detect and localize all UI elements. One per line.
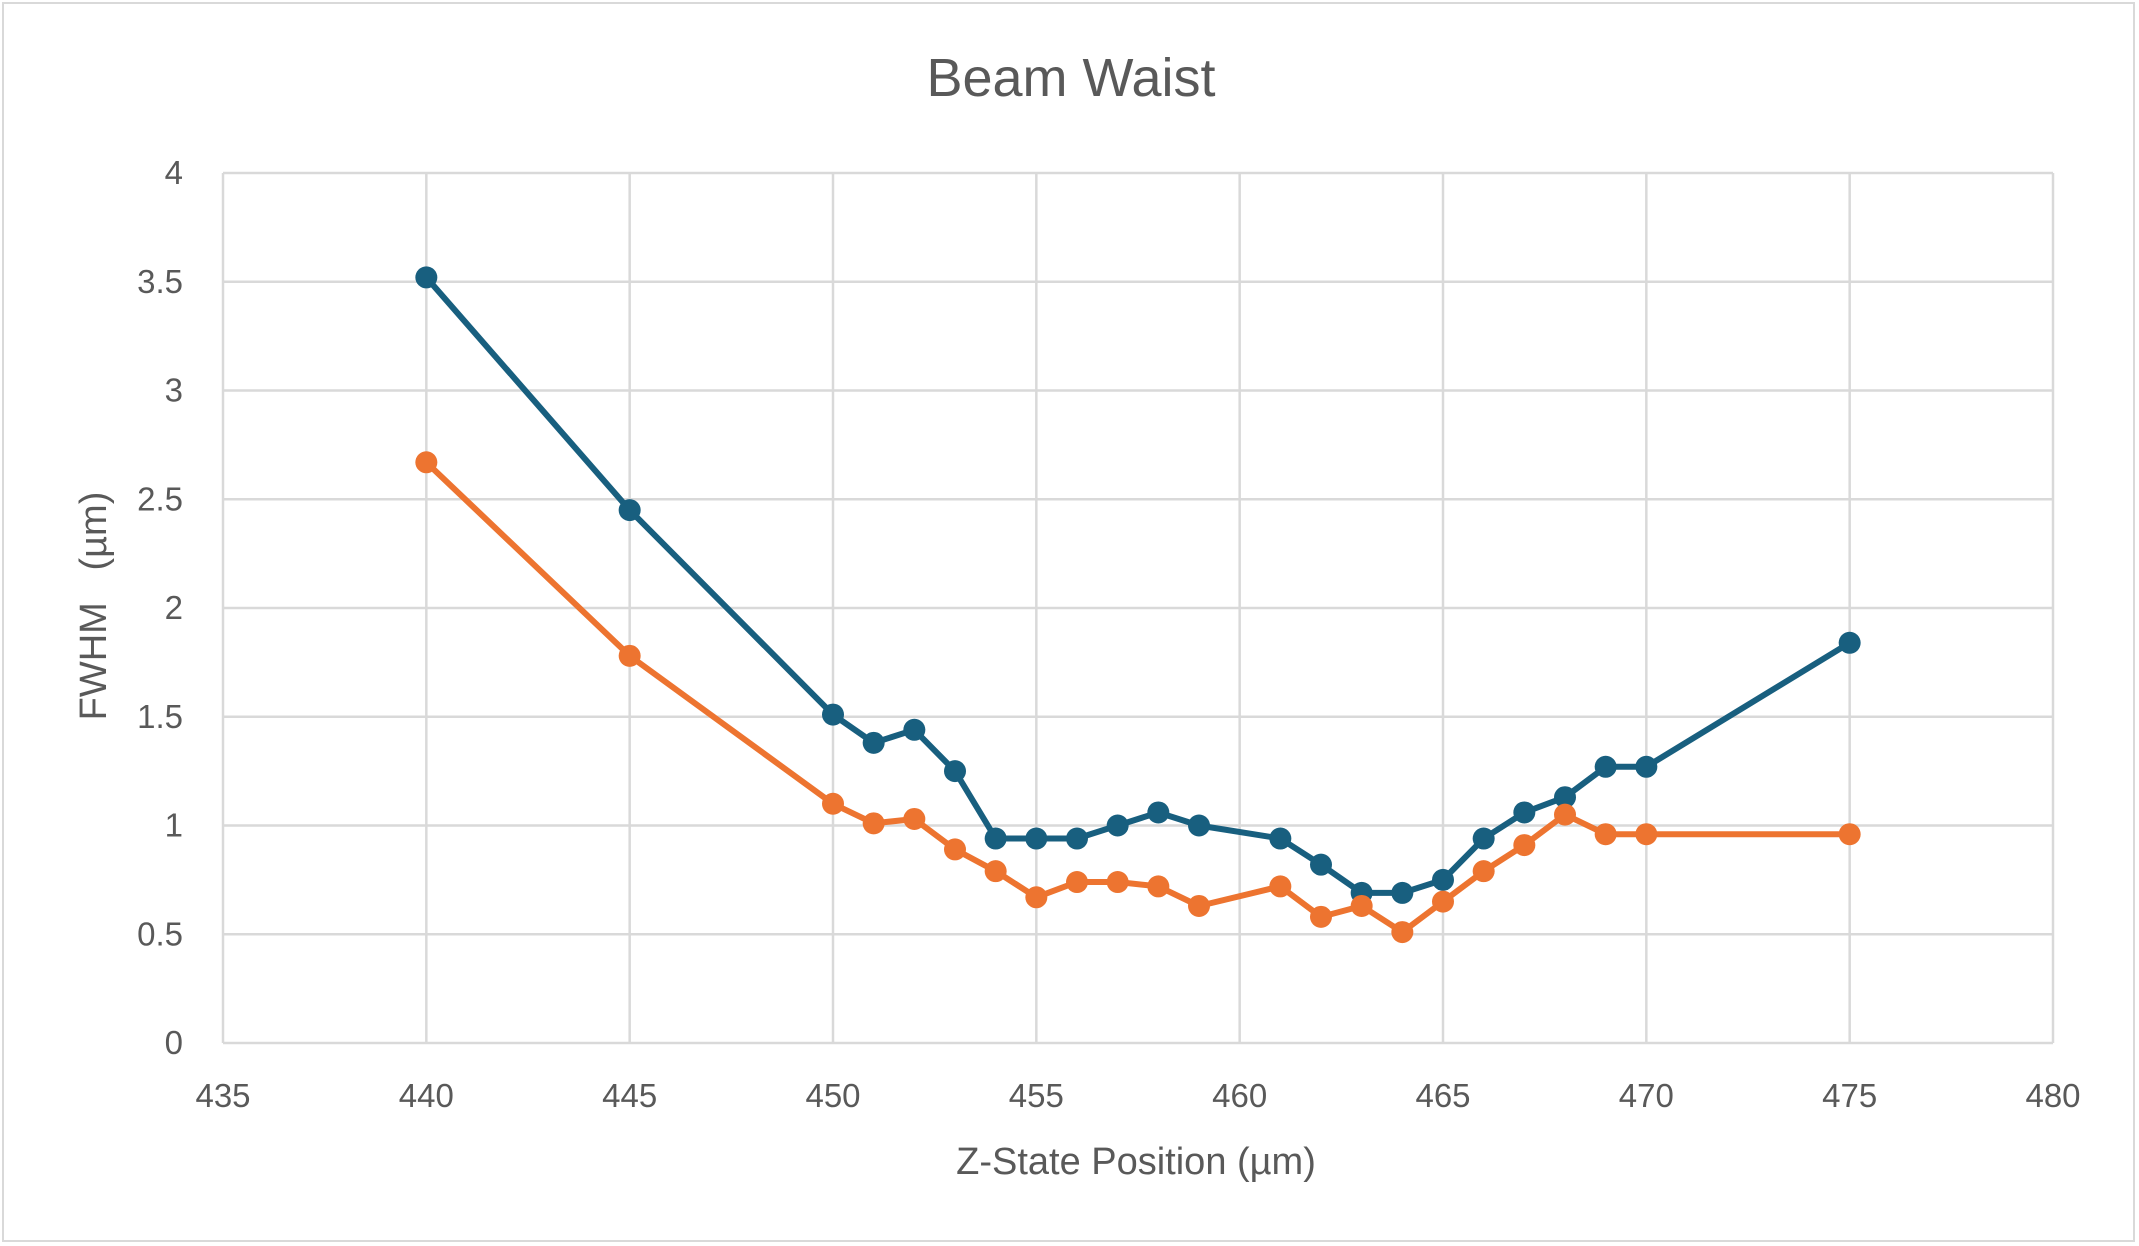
data-point bbox=[1188, 814, 1210, 837]
data-point bbox=[984, 827, 1007, 850]
data-point bbox=[1147, 875, 1170, 898]
x-tick-label: 475 bbox=[1822, 1077, 1877, 1114]
data-point bbox=[984, 860, 1007, 883]
y-tick-label: 3 bbox=[165, 372, 183, 409]
data-point bbox=[618, 499, 641, 522]
data-point bbox=[1025, 886, 1048, 909]
series-1 bbox=[415, 266, 1861, 904]
x-tick-label: 455 bbox=[1009, 1077, 1064, 1114]
data-point bbox=[1635, 755, 1658, 778]
data-point bbox=[415, 451, 438, 474]
x-tick-label: 460 bbox=[1212, 1077, 1267, 1114]
x-tick-label: 440 bbox=[399, 1077, 454, 1114]
data-point bbox=[903, 807, 926, 830]
gridlines bbox=[221, 171, 2055, 1045]
data-point bbox=[1513, 801, 1536, 824]
data-point bbox=[1594, 823, 1617, 846]
data-point bbox=[618, 644, 641, 667]
series-line bbox=[423, 274, 1853, 896]
data-point bbox=[1635, 823, 1658, 846]
data-point bbox=[944, 760, 966, 783]
data-point bbox=[415, 266, 438, 289]
x-tick-label: 445 bbox=[602, 1077, 657, 1114]
x-tick-label: 435 bbox=[195, 1077, 250, 1114]
y-tick-label: 2 bbox=[165, 589, 183, 626]
data-point bbox=[1391, 921, 1414, 944]
data-point bbox=[1066, 827, 1088, 850]
data-point bbox=[1513, 834, 1536, 857]
x-axis-title: Z-State Position (µm) bbox=[956, 1141, 1316, 1183]
data-point bbox=[1025, 827, 1048, 850]
data-point bbox=[1391, 881, 1414, 904]
data-point bbox=[862, 731, 885, 754]
data-point bbox=[1106, 814, 1129, 837]
data-point bbox=[944, 838, 966, 861]
y-tick-label: 3.5 bbox=[137, 263, 183, 300]
data-point bbox=[1188, 894, 1210, 917]
series-group bbox=[415, 266, 1861, 944]
data-point bbox=[1838, 631, 1861, 654]
data-point bbox=[1269, 875, 1292, 898]
data-point bbox=[1147, 801, 1170, 824]
y-tick-label: 1.5 bbox=[137, 698, 183, 735]
y-tick-label: 0 bbox=[165, 1024, 183, 1061]
data-point bbox=[1472, 860, 1495, 883]
data-point bbox=[1310, 905, 1332, 928]
chart-title: Beam Waist bbox=[926, 48, 1215, 108]
x-tick-label: 450 bbox=[805, 1077, 860, 1114]
data-point bbox=[1472, 827, 1495, 850]
y-tick-label: 0.5 bbox=[137, 915, 183, 952]
series-line bbox=[423, 459, 1853, 936]
y-axis-tick-labels: 0 0.5 1 1.5 2 2.5 3 3.5 4 bbox=[137, 154, 183, 1061]
x-tick-label: 465 bbox=[1415, 1077, 1470, 1114]
series-2 bbox=[415, 451, 1861, 944]
data-point bbox=[1269, 827, 1292, 850]
data-point bbox=[1432, 868, 1454, 891]
data-point bbox=[1350, 894, 1373, 917]
data-point bbox=[862, 812, 885, 835]
data-point bbox=[1594, 755, 1617, 778]
data-point bbox=[1554, 803, 1576, 826]
data-point bbox=[1066, 871, 1088, 894]
line-chart: Beam Waist 435 440 445 450 455 460 465 470 475 48… bbox=[73, 48, 2081, 1183]
data-point bbox=[1432, 890, 1454, 913]
data-point bbox=[1838, 823, 1861, 846]
x-tick-label: 480 bbox=[2025, 1077, 2080, 1114]
data-point bbox=[822, 792, 844, 815]
data-point bbox=[822, 703, 844, 726]
x-tick-label: 470 bbox=[1619, 1077, 1674, 1114]
data-point bbox=[1310, 853, 1332, 876]
y-tick-label: 1 bbox=[165, 807, 183, 844]
y-tick-label: 2.5 bbox=[137, 480, 183, 517]
y-tick-label: 4 bbox=[165, 154, 183, 191]
data-point bbox=[903, 718, 926, 741]
x-axis-tick-labels: 435 440 445 450 455 460 465 470 475 480 bbox=[195, 1077, 2080, 1114]
data-point bbox=[1106, 871, 1129, 894]
y-axis-title: FWHM (µm) bbox=[73, 492, 115, 721]
data-point bbox=[1554, 786, 1576, 809]
